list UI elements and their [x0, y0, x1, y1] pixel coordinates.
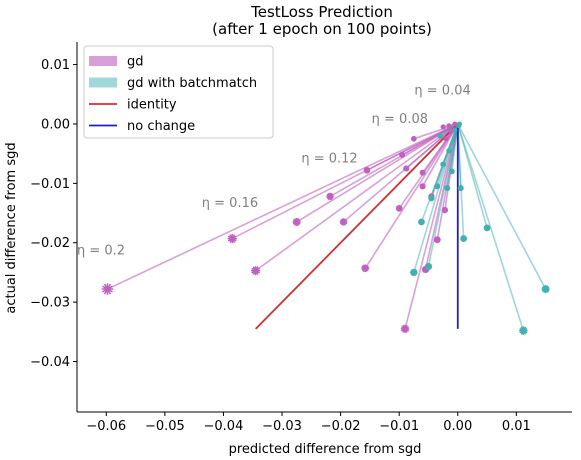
identity-line: [255, 123, 459, 330]
connector-line-gd_batchmatch: [457, 123, 547, 290]
point-gd-2: [251, 266, 261, 276]
chart-subtitle: (after 1 epoch on 100 points): [212, 20, 432, 38]
point-gd_batchmatch-2: [483, 224, 491, 232]
point-gd-3: [326, 192, 334, 201]
point-gd-19: [419, 183, 426, 190]
eta-annotation-2: η = 0.12: [301, 152, 357, 167]
point-gd-5: [339, 218, 348, 226]
point-gd_batchmatch-9: [449, 168, 455, 175]
point-gd-6: [361, 264, 370, 273]
legend-label-3: no change: [127, 119, 195, 134]
eta-annotation-1: η = 0.08: [372, 112, 428, 127]
point-gd-23: [452, 121, 458, 127]
x-tick-label: −0.02: [321, 419, 361, 434]
point-gd_batchmatch-4: [410, 268, 418, 277]
point-gd_batchmatch-0: [541, 285, 550, 294]
connector-line-gd: [364, 123, 459, 269]
point-gd_batchmatch-16: [444, 185, 451, 192]
point-gd-7: [363, 166, 371, 174]
point-gd-11: [419, 169, 426, 176]
point-gd_batchmatch-17: [457, 121, 462, 127]
chart-title: TestLoss Prediction: [250, 3, 393, 21]
y-tick-label: 0.01: [41, 58, 70, 73]
point-gd-12: [400, 324, 410, 334]
point-gd_batchmatch-11: [446, 148, 452, 154]
point-gd_batchmatch-10: [440, 161, 446, 168]
point-gd_batchmatch-8: [428, 195, 435, 202]
point-gd-8: [399, 151, 406, 158]
point-gd-1: [227, 233, 237, 244]
point-gd-10: [411, 135, 417, 142]
connector-line-gd_batchmatch: [456, 123, 488, 229]
y-tick-label: −0.01: [30, 177, 70, 192]
y-tick-label: −0.04: [30, 355, 70, 370]
connector-line-gd: [421, 123, 459, 187]
legend-swatch-1: [89, 77, 117, 88]
x-tick-label: −0.01: [379, 419, 419, 434]
x-tick-label: −0.06: [86, 419, 126, 434]
y-tick-label: −0.02: [30, 236, 70, 251]
point-gd_batchmatch-3: [460, 235, 468, 242]
point-gd_batchmatch-1: [519, 326, 528, 335]
y-axis-label: actual difference from sgd: [4, 142, 19, 313]
legend-label-1: gd with batchmatch: [127, 76, 257, 91]
connector-line-gd_batchmatch: [427, 123, 459, 267]
point-gd-21: [441, 206, 449, 214]
legend-label-0: gd: [127, 55, 144, 70]
legend-label-2: identity: [127, 98, 177, 113]
x-tick-label: −0.03: [262, 419, 302, 434]
x-tick-label: −0.04: [204, 419, 244, 434]
connector-line-gd: [255, 123, 459, 272]
connector-line-gd_batchmatch: [420, 123, 459, 223]
y-tick-label: −0.03: [30, 296, 70, 311]
legend: gd gd with batchmatch identity no change: [83, 45, 274, 139]
point-gd_batchmatch-5: [424, 262, 433, 271]
point-gd-9: [403, 165, 410, 172]
x-tick-label: 0.01: [502, 419, 531, 434]
point-gd_batchmatch-13: [437, 133, 443, 139]
point-gd-20: [433, 236, 441, 244]
point-gd-18: [446, 123, 452, 129]
legend-swatch-0: [89, 56, 117, 66]
point-gd-14: [395, 205, 403, 212]
point-gd_batchmatch-15: [452, 127, 458, 133]
connector-line-gd: [107, 123, 459, 290]
point-gd_batchmatch-6: [457, 185, 464, 192]
point-gd-22: [448, 128, 454, 134]
legend-frame: [83, 45, 274, 139]
connector-line-gd: [404, 123, 459, 330]
x-tick-label: 0.00: [443, 419, 472, 434]
point-gd_batchmatch-12: [418, 218, 425, 226]
eta-annotation-0: η = 0.04: [414, 83, 470, 98]
eta-annotation-4: η = 0.2: [77, 244, 125, 259]
connector-line-gd_batchmatch: [457, 123, 525, 331]
connector-line-gd_batchmatch: [446, 123, 459, 189]
x-axis-label: predicted difference from sgd: [229, 442, 422, 457]
point-gd-4: [292, 217, 301, 226]
point-gd-0: [101, 283, 114, 295]
point-gd-13: [421, 265, 430, 274]
eta-annotation-3: η = 0.16: [202, 196, 258, 211]
connector-line-gd: [296, 123, 459, 223]
point-gd-16: [440, 124, 446, 130]
connector-line-gd: [401, 123, 459, 156]
x-tick-label: −0.05: [145, 419, 185, 434]
y-tick-label: 0.00: [41, 117, 70, 132]
plot-area: η = 0.04 η = 0.08 η = 0.12 η = 0.16 η = 0.2: [77, 83, 550, 335]
point-gd-17: [443, 136, 449, 142]
point-gd_batchmatch-7: [434, 183, 441, 190]
